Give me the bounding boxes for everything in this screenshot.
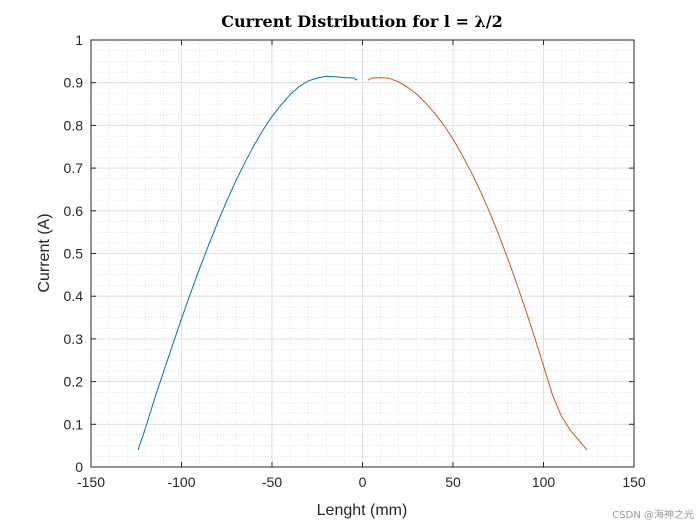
y-tick-label: 0.3 — [64, 331, 84, 347]
x-tick-label: -100 — [167, 474, 195, 490]
watermark: CSDN @海神之光 — [612, 510, 694, 521]
x-tick-label: 50 — [445, 474, 461, 490]
y-tick-label: 1 — [75, 32, 83, 48]
x-tick-label: -50 — [262, 474, 282, 490]
y-tick-label: 0.9 — [64, 75, 84, 91]
ticks — [90, 39, 635, 468]
chart-title: Current Distribution for l = λ/2 — [221, 12, 502, 31]
series-line-1 — [137, 75, 358, 451]
y-tick-label: 0.6 — [64, 203, 84, 219]
y-tick-label: 0.5 — [64, 246, 84, 262]
x-tick-label: 150 — [622, 474, 646, 490]
x-tick-label: 100 — [532, 474, 556, 490]
y-tick-label: 0 — [75, 459, 83, 475]
series-layer — [137, 75, 588, 451]
y-tick-label: 0.8 — [64, 117, 84, 133]
y-tick-label: 0.7 — [64, 160, 84, 176]
tick-labels: -150 -100 -50 0 50 100 150 0 0.1 0.2 0.3 0.4 0.5 0.6 0… — [64, 32, 646, 490]
y-axis-label: Current (A) — [36, 213, 53, 292]
y-tick-label: 0.2 — [64, 374, 84, 390]
x-axis-label: Lenght (mm) — [317, 502, 408, 519]
series-line-2 — [367, 77, 588, 451]
y-tick-label: 0.4 — [64, 288, 84, 304]
x-tick-label: 0 — [359, 474, 367, 490]
x-tick-label: -150 — [77, 474, 105, 490]
y-tick-label: 0.1 — [64, 416, 84, 432]
